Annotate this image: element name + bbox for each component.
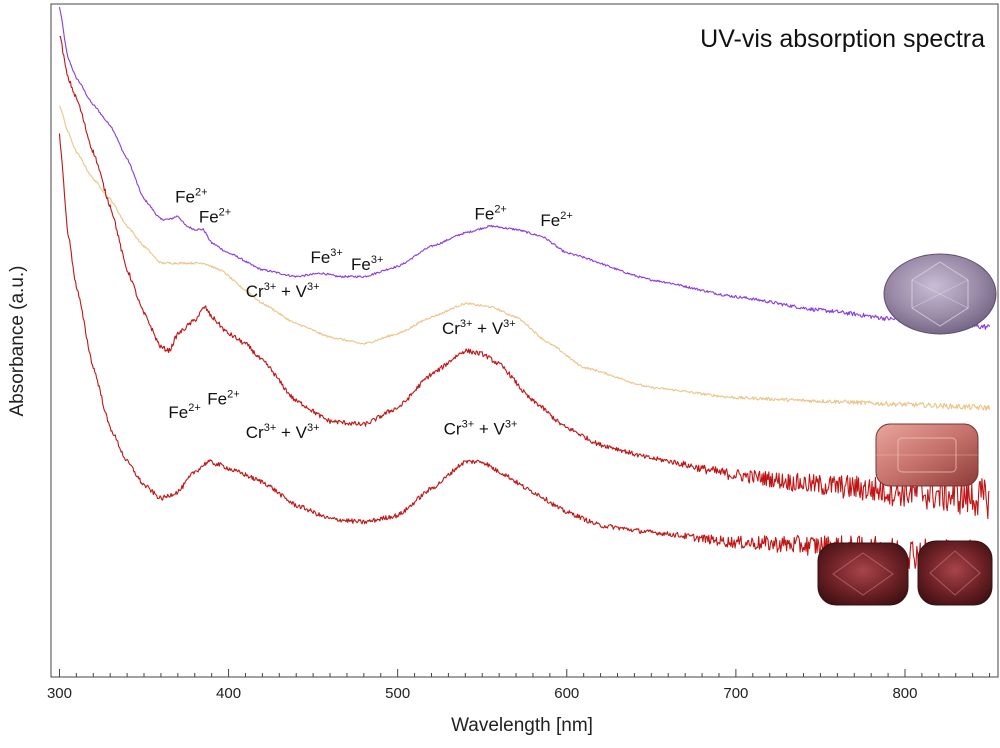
annotation-part: 2+ — [227, 388, 240, 400]
x-tick-label: 600 — [554, 685, 579, 702]
annotation-part: 2+ — [494, 203, 507, 215]
annotation-label: Cr3+​ + V3+​ — [246, 422, 320, 442]
series-line-1 — [58, 6, 991, 330]
annotation-label: Fe2+​ — [175, 187, 207, 207]
annotation-layer: Fe2+​Fe2+​Fe3+​Fe3+​Fe2+​Fe2+​Cr3+​ + V3… — [168, 187, 572, 443]
annotation-part: Cr — [444, 420, 462, 439]
annotation-part: 3+ — [460, 318, 473, 330]
annotation-part: 3+ — [307, 281, 320, 293]
chart-title: UV-vis absorption spectra — [700, 25, 985, 53]
annotation-part: 3+ — [264, 281, 277, 293]
annotation-part: Fe — [540, 211, 560, 230]
gem-cushion-pink — [875, 423, 979, 487]
annotation-part: Fe — [168, 403, 188, 422]
series-layer — [58, 6, 991, 577]
annotation-part: Fe — [310, 248, 330, 267]
x-tick-label: 300 — [47, 685, 72, 702]
annotation-label: Fe2+​ — [474, 203, 506, 223]
annotation-part: V — [494, 420, 506, 439]
annotation-part: Fe — [351, 255, 371, 274]
annotation-label: Fe2+​ — [207, 388, 239, 408]
annotation-label: Cr3+​ + V3+​ — [444, 419, 518, 439]
annotation-part: + — [276, 282, 295, 301]
annotation-part: V — [296, 282, 308, 301]
series-line-4 — [58, 133, 991, 577]
annotation-part: Fe — [175, 188, 195, 207]
x-tick-label: 400 — [216, 685, 241, 702]
annotation-part: Fe — [207, 389, 227, 408]
annotation-part: Fe — [199, 208, 219, 227]
x-axis-ticks: 300 400 500 600 700 800 — [47, 669, 991, 702]
annotation-part: + — [276, 423, 295, 442]
annotation-part: 3+ — [330, 247, 343, 259]
annotation-part: 3+ — [371, 254, 384, 266]
series-line-3 — [59, 35, 990, 520]
annotation-part: 2+ — [219, 207, 232, 219]
annotation-part: 3+ — [307, 422, 320, 434]
annotation-part: V — [492, 319, 504, 338]
annotation-label: Fe2+​ — [168, 402, 200, 422]
annotation-label: Cr3+​ + V3+​ — [246, 281, 320, 301]
x-tick-label: 500 — [385, 685, 410, 702]
x-tick-label: 700 — [723, 685, 748, 702]
annotation-part: 3+ — [505, 419, 518, 431]
annotation-part: 2+ — [195, 187, 208, 199]
annotation-part: Cr — [246, 423, 264, 442]
annotation-part: 2+ — [188, 402, 201, 414]
annotation-part: 2+ — [560, 210, 573, 222]
series-line-2 — [58, 105, 991, 411]
annotation-part: V — [296, 423, 308, 442]
annotation-label: Cr3+​ + V3+​ — [442, 318, 516, 338]
x-tick-label: 800 — [892, 685, 917, 702]
annotation-part: Cr — [442, 319, 460, 338]
x-axis-label: Wavelength [nm] — [451, 715, 593, 736]
gem-cushion-red-left — [817, 542, 909, 606]
annotation-part: 3+ — [462, 419, 475, 431]
annotation-part: + — [474, 420, 493, 439]
annotation-part: Cr — [246, 282, 264, 301]
annotation-label: Fe3+​ — [351, 254, 383, 274]
gem-cushion-red-right — [917, 540, 993, 606]
plot-frame — [50, 3, 999, 678]
y-axis-label: Absorbance (a.u.) — [7, 265, 28, 416]
annotation-label: Fe2+​ — [540, 210, 572, 230]
annotation-label: Fe3+​ — [310, 247, 342, 267]
annotation-part: 3+ — [503, 318, 516, 330]
gem-oval-violet — [883, 253, 997, 335]
annotation-part: Fe — [474, 204, 494, 223]
annotation-label: Fe2+​ — [199, 207, 231, 227]
annotation-part: + — [472, 319, 491, 338]
annotation-part: 3+ — [264, 422, 277, 434]
